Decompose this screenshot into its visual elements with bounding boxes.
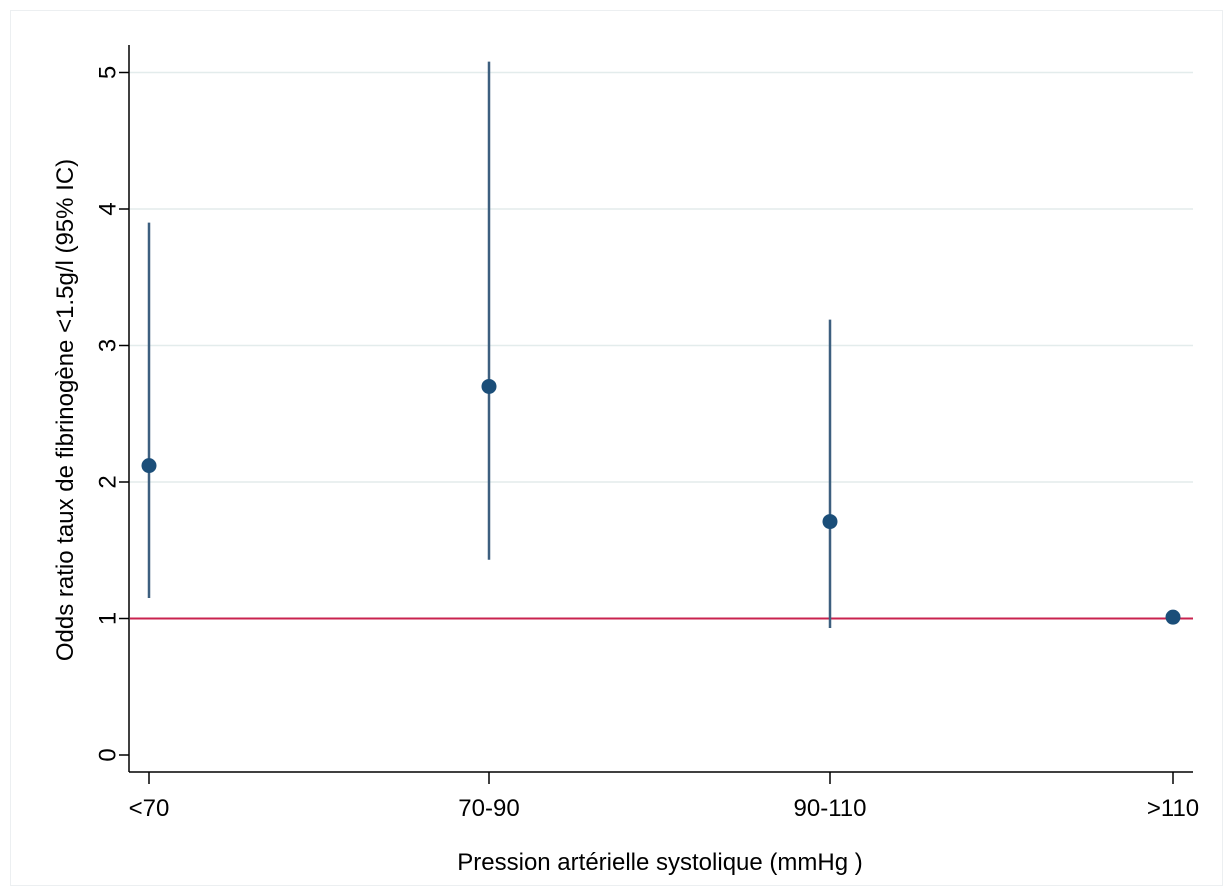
x-axis-title: Pression artérielle systolique (mmHg ) <box>457 849 862 876</box>
gridlines <box>130 71 1193 620</box>
y-tick-label: 5 <box>94 66 121 79</box>
point-marker <box>822 514 838 530</box>
y-tick-label: 4 <box>94 202 121 215</box>
x-tick-label: >110 <box>1147 795 1199 822</box>
point-marker <box>141 458 157 474</box>
y-tick-label: 2 <box>94 475 121 488</box>
y-tick-label: 0 <box>94 748 121 761</box>
point-marker <box>1165 609 1181 625</box>
point-estimates <box>141 378 1181 625</box>
x-tick-label: <70 <box>129 795 170 822</box>
point-marker <box>481 378 497 394</box>
x-tick-label: 90-110 <box>794 795 867 822</box>
y-axis-title: Odds ratio taux de fibrinogène <1.5g/l (… <box>52 159 79 661</box>
chart-frame <box>10 10 1223 886</box>
axes: 0 1 2 3 4 5 <70 70-90 90-110 >110 <box>94 45 1199 822</box>
x-tick-label: 70-90 <box>458 795 519 822</box>
confidence-intervals <box>147 61 832 629</box>
y-tick-label: 1 <box>94 612 121 625</box>
y-tick-label: 3 <box>94 339 121 352</box>
